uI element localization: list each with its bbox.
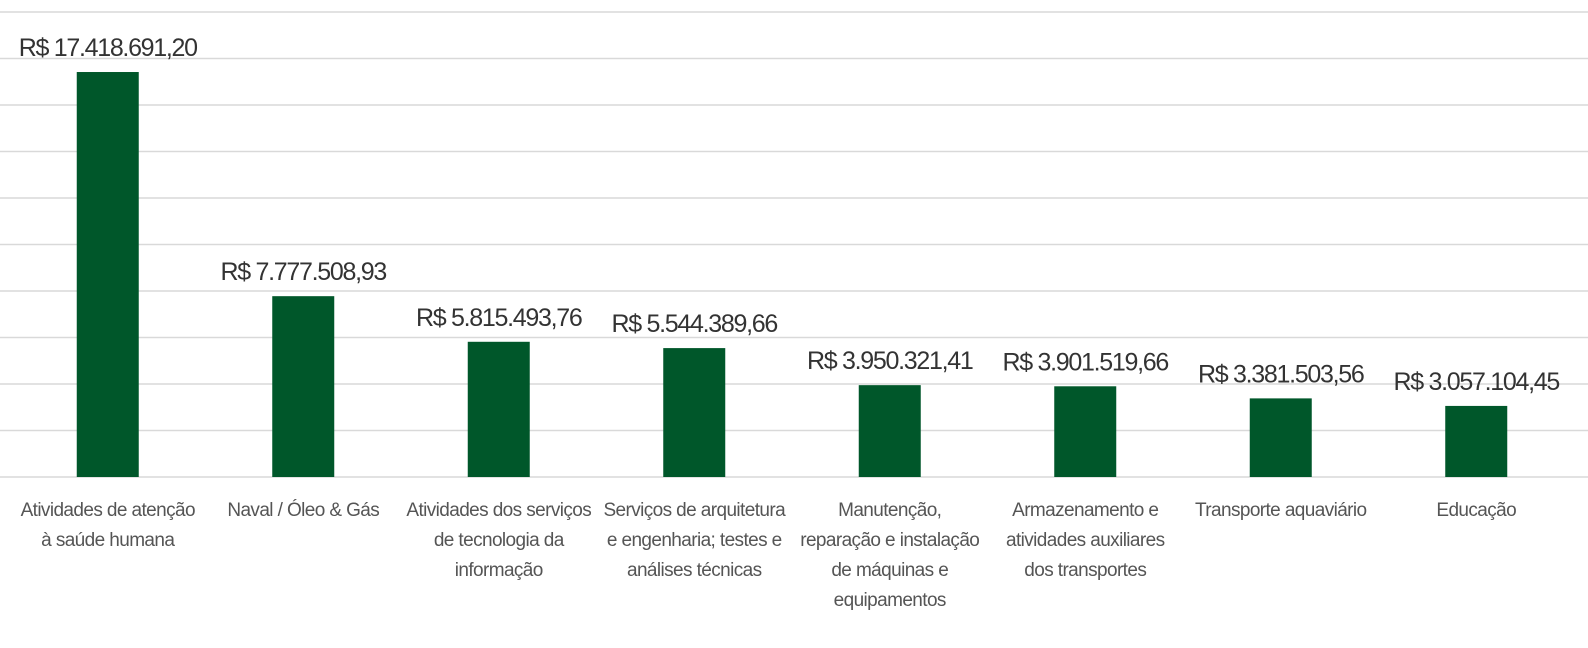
value-label: R$ 5.544.389,66 [612,310,778,338]
bar [1249,398,1312,477]
bar [1445,405,1508,477]
value-label: R$ 3.950.321,41 [807,347,973,375]
x-tick-label: Serviços de arquitetura e engenharia; te… [603,500,786,581]
x-tick-label: Manutenção, reparação e instalação de má… [800,500,980,611]
value-label: R$ 3.057.104,45 [1394,368,1560,396]
bar [272,296,335,477]
bar [858,385,921,477]
value-label: R$ 3.901.519,66 [1003,348,1169,376]
bar [467,341,530,477]
bar [663,348,726,477]
bar [76,72,139,477]
x-tick-label: Transporte aquaviário [1194,500,1367,521]
x-tick-label: Armazenamento e atividades auxiliares do… [1006,500,1165,581]
value-label: R$ 5.815.493,76 [416,304,582,332]
value-label: R$ 7.777.508,93 [221,258,387,286]
x-tick-label: Atividades dos serviços de tecnologia da… [406,500,592,581]
x-tick-label: Educação [1436,500,1517,521]
x-tick-label: Naval / Óleo & Gás [227,500,380,521]
bar [1054,386,1117,477]
value-label: R$ 17.418.691,20 [19,34,197,62]
x-tick-label: Atividades de atenção à saúde humana [20,500,196,551]
value-label: R$ 3.381.503,56 [1198,360,1364,388]
